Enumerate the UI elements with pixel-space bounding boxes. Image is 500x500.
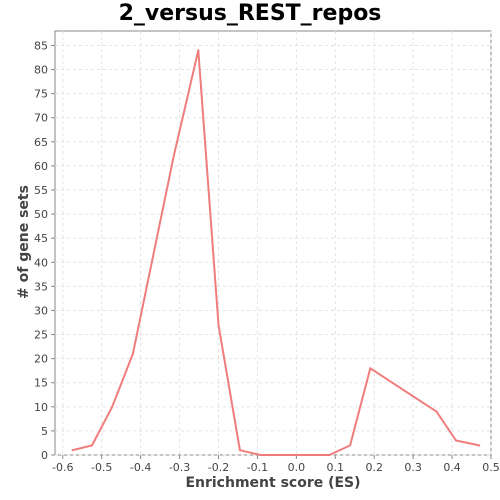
y-tick-label: 60 [34,160,48,173]
y-tick-label: 45 [34,232,48,245]
y-tick-label: 40 [34,256,48,269]
plot-frame [54,30,492,456]
x-tick-label: 0.5 [482,461,500,474]
series-line [72,49,480,456]
x-axis-label: Enrichment score (ES) [185,475,361,491]
chart-title: 2_versus_REST_repos [118,1,382,26]
data-point [91,444,93,447]
data-point [369,367,372,370]
x-tick-label: 0.0 [288,461,306,474]
y-axis-label: # of gene sets [16,185,32,299]
x-tick-label: 0.4 [443,461,461,474]
data-point [71,449,74,452]
y-tick-label: 15 [34,377,48,390]
x-tick-label: -0.2 [208,461,229,474]
y-tick-label: 65 [34,136,48,149]
y-tick-label: 10 [34,401,48,414]
data-point [259,454,262,456]
data-point [478,444,481,447]
data-point [295,454,298,456]
data-point [172,155,175,158]
y-tick-label: 50 [34,208,48,221]
data-point [111,405,114,408]
x-tick-label: 0.1 [327,461,345,474]
data-point [217,323,220,326]
y-tick-label: 80 [34,64,48,77]
data-point [328,454,331,456]
y-tick-label: 35 [34,280,48,293]
y-tick-label: 70 [34,112,48,125]
y-tick-label: 55 [34,184,48,197]
x-tick-label: -0.5 [91,461,112,474]
y-tick-label: 30 [34,304,48,317]
x-tick-label: -0.1 [247,461,268,474]
y-tick-label: 0 [41,449,48,462]
data-point [238,449,241,452]
y-tick-label: 5 [41,425,48,438]
data-point [131,352,134,355]
y-tick-label: 75 [34,88,48,101]
x-tick-label: -0.6 [52,461,73,474]
data-point [349,444,352,447]
x-tick-label: -0.3 [169,461,190,474]
data-point [455,439,457,442]
y-tick-label: 25 [34,329,48,342]
data-point [197,49,200,52]
x-tick-label: 0.2 [365,461,383,474]
y-tick-label: 85 [34,39,48,52]
x-tick-label: 0.3 [404,461,422,474]
y-tick-label: 20 [34,353,48,366]
data-point [435,410,438,413]
x-tick-label: -0.4 [130,461,151,474]
